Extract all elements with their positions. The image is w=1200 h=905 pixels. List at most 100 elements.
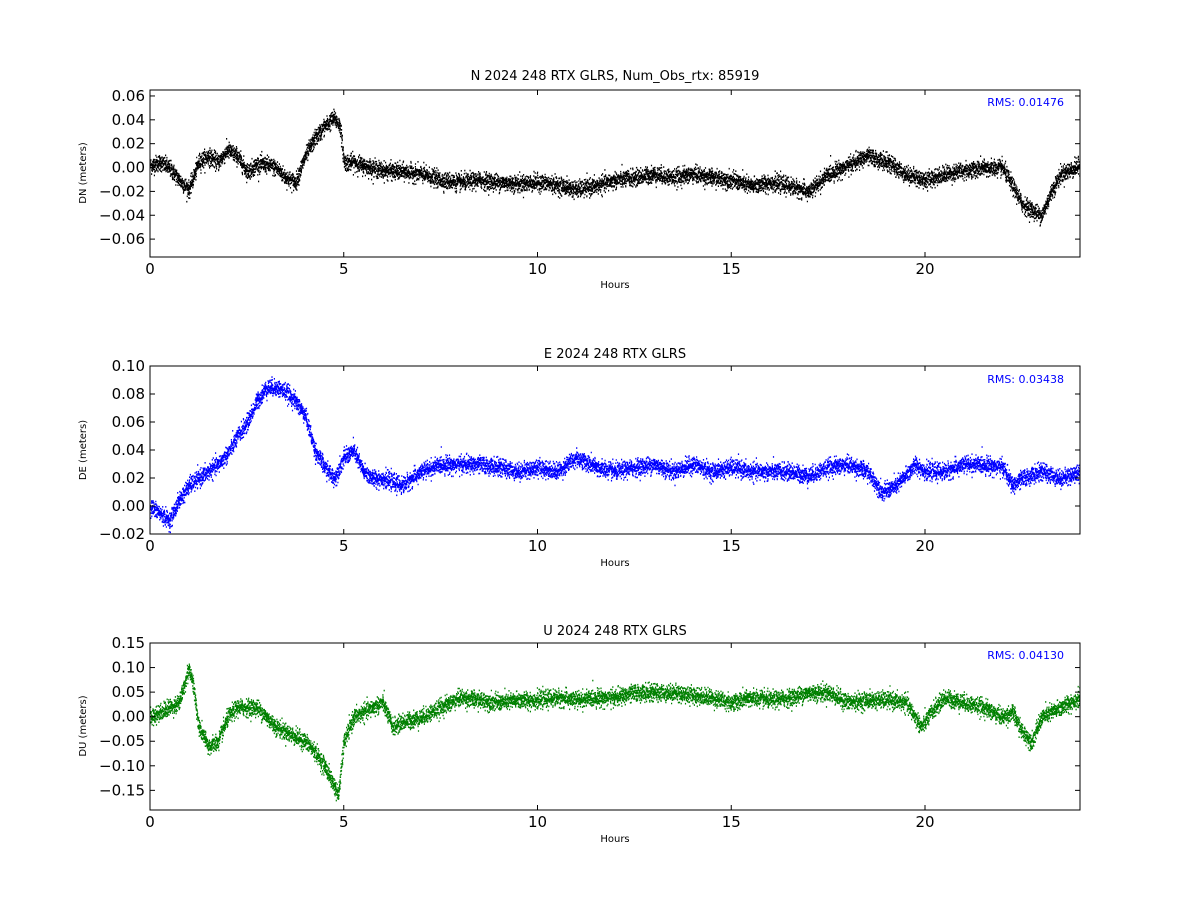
data-point [255,399,258,403]
data-point-cloud [150,108,1080,227]
data-point [381,168,384,172]
data-point [865,154,869,157]
data-point [865,469,869,473]
data-point [1001,465,1004,468]
data-point [168,518,171,522]
data-point [274,166,278,169]
x-axis-ticks: 0 5 10 15 20 [145,90,935,278]
y-tick-label: −0.02 [99,182,145,200]
data-point [420,715,423,718]
data-point [749,469,752,473]
data-point [768,698,772,701]
axes-frame [149,89,1081,258]
y-tick-label: 0.06 [112,87,145,105]
series-anchor-points [150,116,1080,217]
x-tick-label: 10 [528,537,547,555]
x-axis-label: Hours [600,280,629,291]
data-point [691,693,694,696]
x-tick-label: 15 [722,813,741,831]
data-point [332,476,336,480]
data-point [381,700,384,704]
data-point [274,385,278,389]
data-point [478,698,481,701]
data-point [206,469,210,473]
data-point [1059,476,1062,480]
data-point [187,666,190,669]
x-tick-label: 0 [145,260,155,278]
data-point [197,476,200,480]
data-point [420,469,423,473]
data-point [361,710,365,713]
data-point [613,695,617,699]
data-point [245,420,249,424]
data-point [294,735,297,738]
data-point [923,469,927,473]
x-axis-ticks: 0 5 10 15 20 [145,366,935,555]
data-point [191,681,194,684]
panel-title: E 2024 248 RTX GLRS [544,347,686,362]
data-point [865,698,869,701]
data-point [691,172,694,175]
data-point [1040,715,1043,718]
data-point [594,184,597,187]
data-point [235,154,239,157]
x-tick-label: 5 [339,260,349,278]
data-point [671,469,675,473]
data-point [226,715,229,718]
x-tick-label: 0 [145,813,155,831]
data-point [1059,705,1062,709]
x-tick-label: 15 [722,537,741,555]
data-point [303,413,307,417]
data-point [914,462,917,466]
data-point [177,497,181,501]
data-point [216,462,220,466]
data-point [284,390,287,393]
data-point [555,469,559,473]
data-point [943,172,946,175]
data-point [962,168,965,172]
data-point [206,154,210,157]
data-point-cloud [150,663,1080,802]
data-point [352,160,355,163]
data-point [177,700,181,704]
plot-area [150,663,1080,802]
data-point [1049,190,1053,193]
data-point [710,695,714,699]
data-point [458,462,462,466]
y-tick-label: 0.00 [112,497,145,515]
data-point [168,166,171,169]
data-point [885,160,888,163]
data-point [390,725,394,728]
x-tick-label: 10 [528,813,547,831]
data-point [1030,740,1033,743]
y-tick-label: 0.10 [112,357,145,375]
data-point [352,715,355,718]
data-point [497,180,500,184]
data-point [400,720,404,723]
data-point [342,160,345,163]
data-point [652,462,655,466]
data-point [652,172,655,175]
plot-area [150,376,1080,534]
data-point [284,175,287,179]
data-point [439,462,442,466]
data-point [342,455,345,459]
data-point [303,740,307,743]
data-point [458,695,462,699]
data-point [1020,476,1024,480]
data-point [294,180,297,184]
data-point [439,705,442,709]
rms-annotation: RMS: 0.03438 [987,373,1064,386]
y-axis-label: DU (meters) [78,695,89,756]
data-point [671,175,675,179]
data-point [516,181,520,185]
data-point [516,469,520,473]
data-point [478,178,481,181]
data-point [1020,202,1024,205]
data-point [594,695,597,699]
data-point [226,451,229,454]
data-point [177,178,181,181]
series-anchor-points [150,666,1080,797]
data-point [187,483,190,487]
